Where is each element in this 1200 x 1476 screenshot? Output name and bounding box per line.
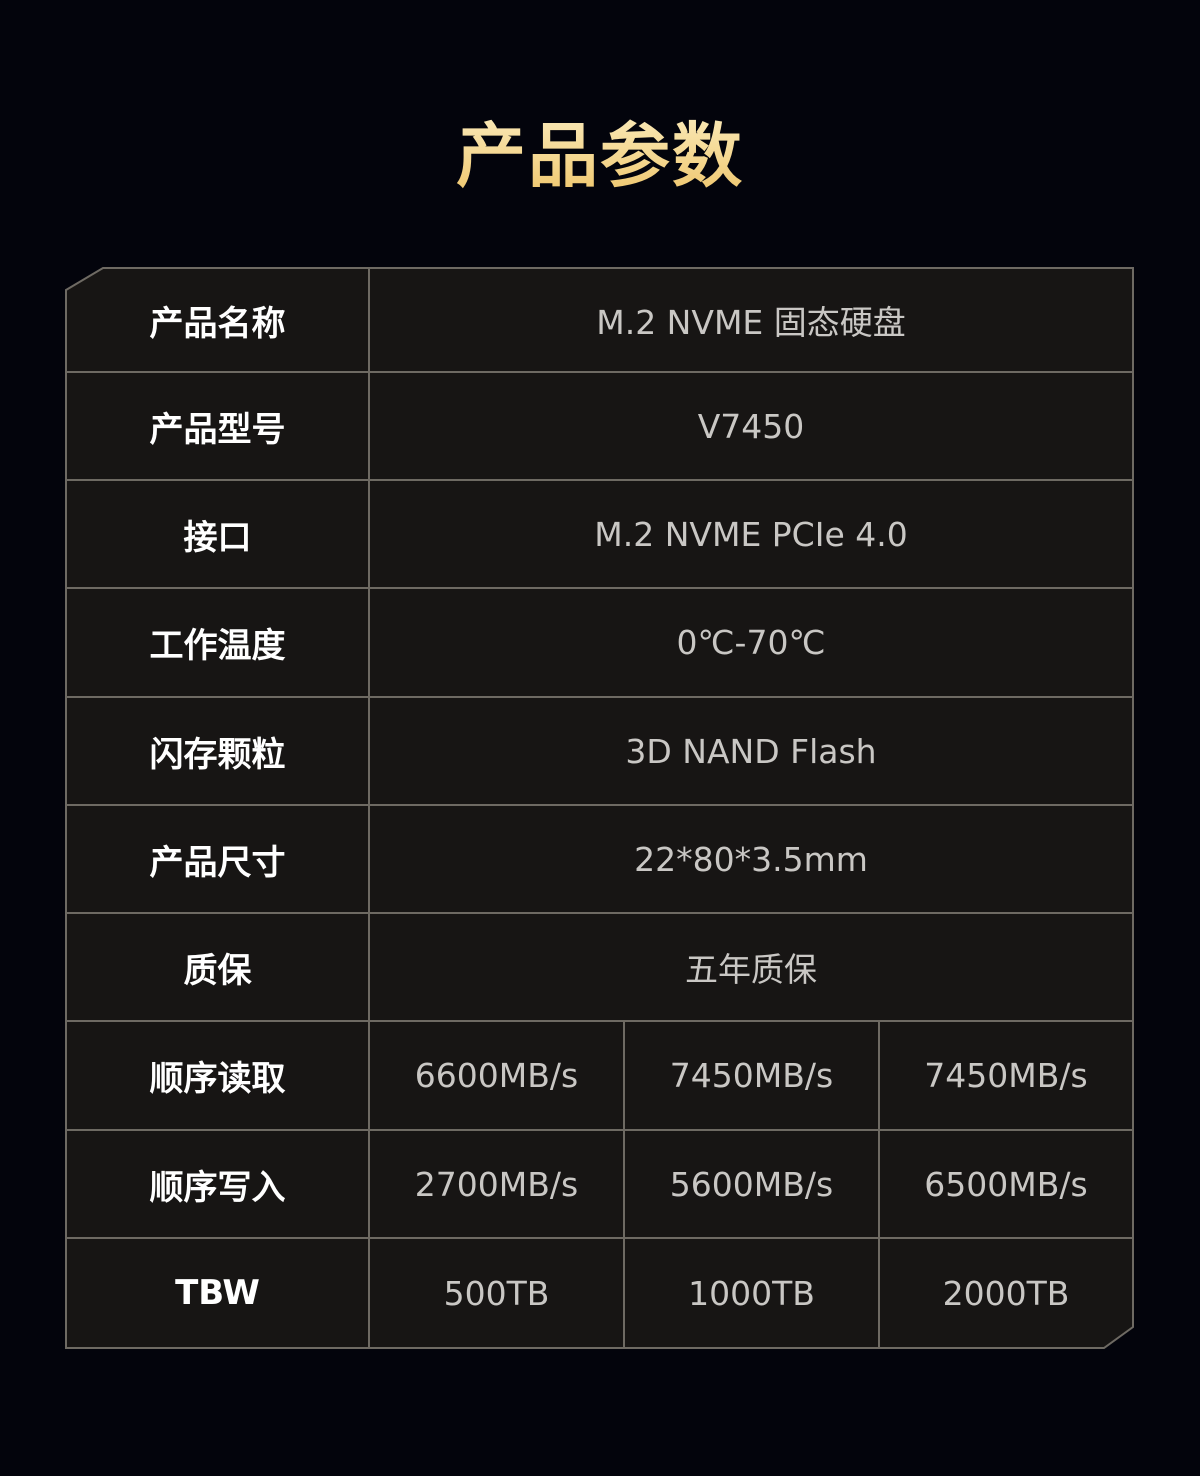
spec-value: 2700MB/s (414, 1164, 579, 1204)
spec-label: 闪存颗粒 (149, 734, 286, 775)
spec-value: 2000TB (942, 1273, 1070, 1313)
spec-value: 6500MB/s (924, 1164, 1088, 1204)
spec-value: 1000TB (688, 1273, 815, 1313)
spec-label: 顺序写入 (149, 1167, 286, 1208)
page-title: 产品参数 (0, 100, 1200, 201)
spec-label: 顺序读取 (149, 1059, 286, 1099)
spec-value: 7450MB/s (924, 1056, 1088, 1095)
spec-value: 500TB (443, 1273, 550, 1313)
spec-value: 6600MB/s (414, 1056, 579, 1095)
spec-value: M.2 NVME 固态硬盘 (596, 303, 906, 342)
spec-value: 五年质保 (685, 950, 817, 989)
spec-label: TBW (175, 1273, 260, 1313)
spec-value: 5600MB/s (669, 1164, 834, 1204)
spec-label: 接口 (183, 517, 252, 558)
spec-value: 22*80*3.5mm (634, 839, 868, 879)
spec-label: 产品名称 (149, 303, 286, 344)
spec-label: 质保 (183, 950, 252, 991)
spec-value: M.2 NVME PCIe 4.0 (594, 514, 908, 554)
spec-value: V7450 (697, 406, 805, 446)
spec-label: 产品尺寸 (149, 842, 286, 883)
spec-value: 7450MB/s (669, 1056, 834, 1095)
spec-value: 0℃-70℃ (676, 623, 826, 662)
spec-value: 3D NAND Flash (625, 731, 877, 771)
spec-label: 工作温度 (149, 626, 286, 666)
spec-label: 产品型号 (149, 409, 286, 450)
